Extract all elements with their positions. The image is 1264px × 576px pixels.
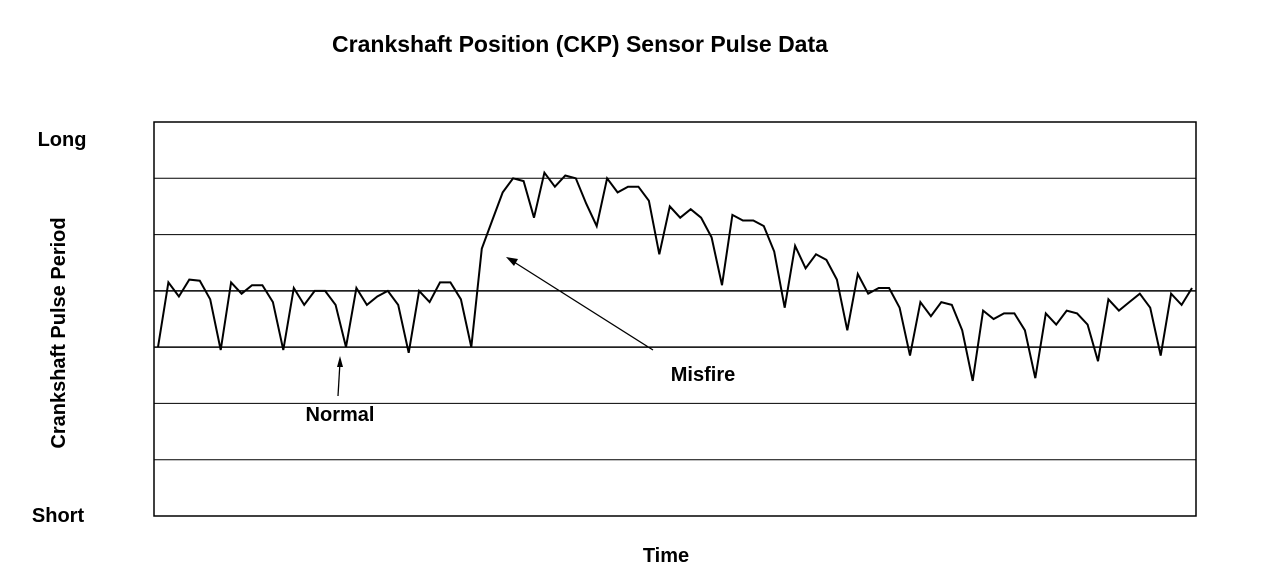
- y-tick-label-long: Long: [38, 129, 87, 151]
- annotation-misfire: Misfire: [671, 364, 735, 386]
- normal-arrow: [337, 356, 343, 397]
- chart-title: Crankshaft Position (CKP) Sensor Pulse D…: [332, 31, 828, 57]
- x-axis-label: Time: [643, 545, 689, 567]
- gridlines: [154, 177, 1196, 461]
- series-points: [157, 172, 1193, 382]
- misfire-arrow: [506, 257, 654, 351]
- y-axis-label: Crankshaft Pulse Period: [48, 217, 70, 448]
- annotation-normal: Normal: [306, 404, 375, 426]
- y-tick-label-short: Short: [32, 505, 85, 527]
- series-line: [157, 170, 1193, 382]
- plot-frame: [153, 121, 1197, 517]
